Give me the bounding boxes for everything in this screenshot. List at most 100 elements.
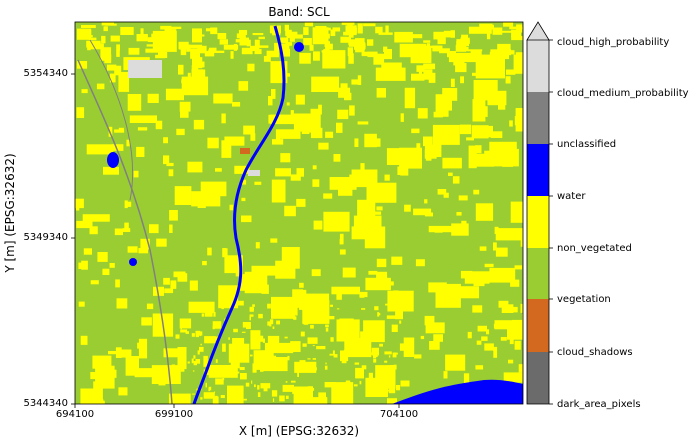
field-patch bbox=[479, 246, 487, 251]
field-patch bbox=[158, 378, 166, 386]
colorbar-segment bbox=[527, 299, 549, 352]
field-patch bbox=[361, 365, 367, 370]
field-patch bbox=[310, 108, 321, 131]
field-patch bbox=[275, 50, 279, 57]
field-patch bbox=[192, 370, 195, 372]
field-patch bbox=[484, 150, 504, 166]
field-patch bbox=[94, 384, 101, 389]
field-patch bbox=[280, 37, 289, 43]
field-patch bbox=[137, 127, 148, 131]
field-patch bbox=[116, 298, 128, 309]
field-patch bbox=[215, 359, 218, 363]
field-patch bbox=[296, 168, 304, 177]
field-patch bbox=[442, 157, 462, 169]
field-patch bbox=[311, 76, 340, 92]
field-patch bbox=[239, 367, 245, 370]
field-patch bbox=[190, 51, 200, 59]
field-patch bbox=[292, 289, 304, 308]
field-patch bbox=[107, 64, 117, 71]
field-patch bbox=[269, 319, 274, 325]
field-patch bbox=[404, 87, 416, 109]
field-patch bbox=[271, 390, 278, 397]
field-patch bbox=[338, 181, 353, 196]
field-patch bbox=[210, 27, 218, 35]
field-patch bbox=[316, 317, 319, 320]
field-patch bbox=[222, 248, 228, 258]
field-patch bbox=[295, 94, 305, 105]
field-patch bbox=[281, 48, 290, 57]
field-patch bbox=[103, 166, 119, 175]
field-patch bbox=[399, 320, 402, 324]
field-patch bbox=[330, 29, 336, 36]
field-patch bbox=[376, 352, 378, 357]
field-patch bbox=[221, 306, 224, 310]
field-patch bbox=[297, 343, 300, 349]
field-patch bbox=[413, 208, 432, 216]
field-patch bbox=[200, 343, 202, 346]
field-patch bbox=[447, 51, 456, 58]
field-patch bbox=[293, 316, 297, 320]
field-patch bbox=[116, 50, 120, 57]
field-patch bbox=[266, 50, 279, 58]
field-patch bbox=[299, 282, 304, 288]
field-patch bbox=[83, 248, 92, 255]
field-patch bbox=[141, 317, 152, 326]
field-patch bbox=[514, 116, 521, 126]
field-patch bbox=[179, 101, 191, 112]
field-patch bbox=[192, 304, 196, 308]
field-patch bbox=[352, 347, 356, 351]
field-patch bbox=[364, 133, 377, 148]
field-patch bbox=[476, 340, 482, 345]
field-patch bbox=[360, 163, 365, 171]
field-patch bbox=[310, 127, 323, 139]
field-patch bbox=[217, 33, 227, 40]
field-patch bbox=[147, 37, 155, 42]
field-patch bbox=[475, 145, 482, 154]
field-patch bbox=[120, 27, 134, 35]
field-patch bbox=[108, 351, 119, 355]
field-patch bbox=[306, 402, 326, 404]
field-patch bbox=[212, 50, 225, 53]
field-patch bbox=[160, 25, 172, 30]
field-patch bbox=[90, 372, 105, 380]
field-patch bbox=[322, 50, 346, 69]
field-patch bbox=[433, 334, 443, 342]
field-patch bbox=[348, 53, 354, 64]
field-patch bbox=[303, 38, 312, 46]
field-patch bbox=[140, 238, 150, 250]
field-patch bbox=[124, 222, 129, 229]
field-patch bbox=[215, 323, 218, 327]
field-patch bbox=[86, 40, 101, 48]
field-patch bbox=[285, 381, 288, 383]
field-patch bbox=[415, 259, 425, 267]
field-patch bbox=[395, 308, 403, 320]
field-patch bbox=[456, 212, 462, 216]
field-patch bbox=[522, 313, 523, 323]
field-patch bbox=[286, 102, 290, 106]
field-patch bbox=[258, 45, 269, 48]
road bbox=[89, 39, 134, 201]
field-patch bbox=[284, 24, 289, 31]
field-patch bbox=[165, 88, 184, 101]
field-patch bbox=[294, 397, 299, 402]
field-patch bbox=[354, 362, 360, 365]
field-patch bbox=[373, 56, 385, 65]
field-patch bbox=[189, 280, 198, 291]
map-panel bbox=[75, 22, 523, 404]
field-patch bbox=[307, 317, 312, 323]
field-patch bbox=[76, 220, 93, 229]
field-patch bbox=[311, 387, 315, 391]
field-patch bbox=[77, 28, 92, 40]
x-tick-label: 699100 bbox=[154, 409, 194, 420]
colorbar-label: cloud_high_probability bbox=[557, 37, 670, 48]
field-patch bbox=[246, 39, 251, 47]
field-patch bbox=[307, 337, 318, 344]
field-patch bbox=[138, 248, 148, 254]
field-patch bbox=[321, 50, 332, 53]
field-patch bbox=[179, 318, 192, 329]
field-patch bbox=[113, 369, 117, 378]
field-patch bbox=[495, 228, 523, 241]
field-patch bbox=[363, 320, 385, 343]
field-patch bbox=[133, 170, 139, 178]
field-patch bbox=[375, 26, 383, 34]
